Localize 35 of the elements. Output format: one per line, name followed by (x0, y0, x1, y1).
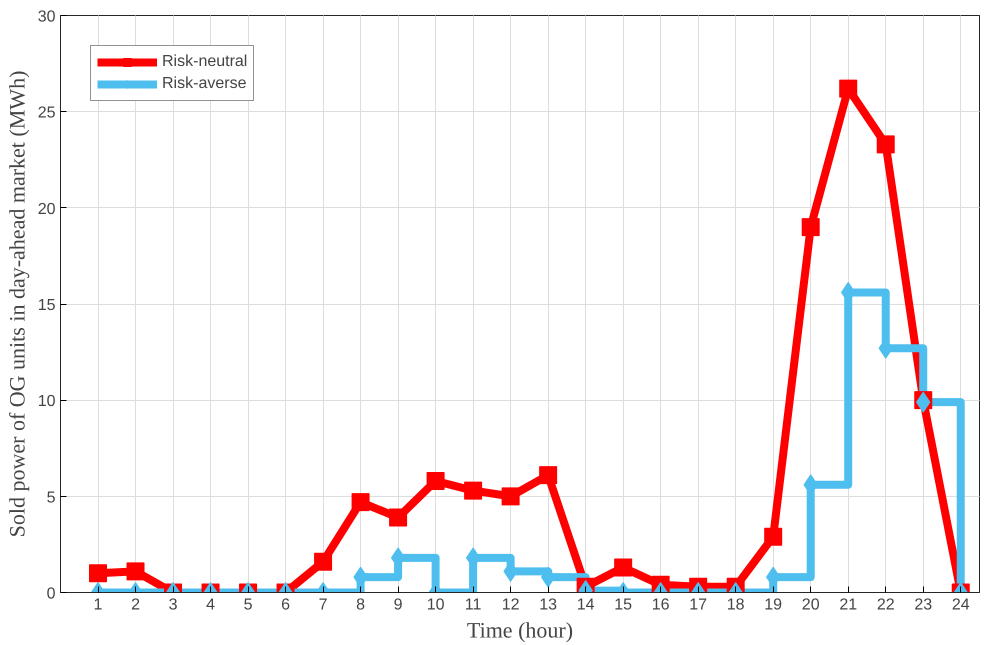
x-tick-label: 22 (876, 596, 895, 614)
x-tick-label: 20 (802, 596, 820, 614)
y-tick-label: 5 (46, 489, 56, 506)
x-tick-label: 15 (614, 596, 632, 614)
x-tick-label: 6 (281, 596, 290, 614)
x-tick-label: 12 (502, 596, 520, 614)
y-axis-title: Sold power of OG units in day-ahead market (MWh) (4, 70, 30, 538)
x-tick-label: 4 (206, 596, 216, 614)
x-tick-label: 5 (244, 596, 253, 614)
x-tick-label: 23 (914, 596, 932, 614)
x-tick-label: 16 (652, 596, 670, 614)
x-tick-label: 18 (726, 596, 745, 614)
y-tick-label: 0 (46, 586, 56, 602)
x-tick-label: 1 (94, 596, 103, 614)
x-tick-label: 11 (464, 596, 482, 614)
x-tick-label: 17 (689, 596, 708, 614)
x-tick-label: 21 (839, 596, 858, 614)
x-tick-label: 7 (318, 596, 328, 614)
x-tick-label: 19 (764, 596, 782, 614)
x-tick-label: 10 (426, 596, 445, 614)
y-tick-label: 15 (38, 297, 56, 314)
legend-label: Risk-neutral (162, 53, 248, 71)
x-axis-title: Time (hour) (466, 618, 574, 642)
x-tick-label: 14 (576, 596, 595, 614)
y-tick-label: 20 (38, 200, 56, 218)
x-tick-label: 9 (394, 596, 403, 614)
x-tick-label: 2 (131, 596, 140, 614)
x-tick-label: 13 (539, 596, 558, 614)
legend-label: Risk-averse (162, 75, 246, 93)
x-tick-label: 24 (952, 596, 970, 614)
y-tick-label: 10 (38, 393, 56, 410)
y-tick-label: 30 (38, 8, 56, 26)
x-tick-label: 3 (168, 596, 178, 614)
y-tick-label: 25 (38, 104, 56, 122)
x-tick-label: 8 (356, 596, 366, 614)
